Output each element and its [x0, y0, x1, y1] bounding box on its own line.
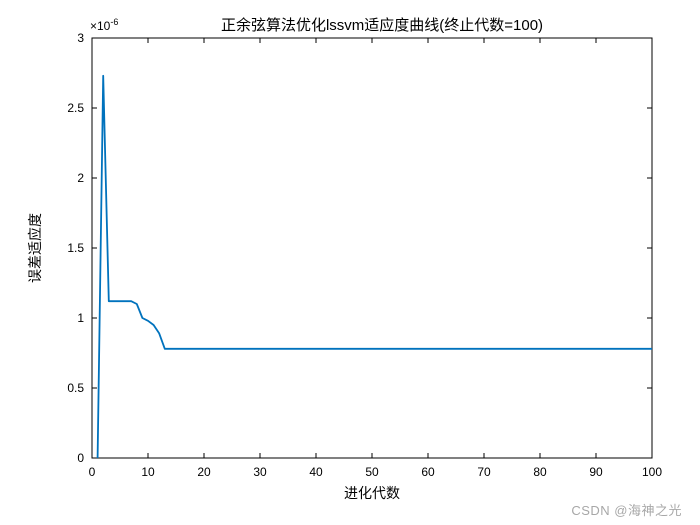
x-tick-label: 40 [309, 465, 323, 479]
x-tick-label: 20 [197, 465, 211, 479]
x-tick-label: 50 [365, 465, 379, 479]
x-axis-label: 进化代数 [344, 485, 400, 501]
y-tick-label: 2 [77, 171, 84, 185]
x-tick-label: 30 [253, 465, 267, 479]
watermark-text: CSDN @海神之光 [571, 500, 682, 519]
y-tick-label: 0 [77, 451, 84, 465]
x-tick-label: 100 [642, 465, 662, 479]
x-tick-label: 60 [421, 465, 435, 479]
plot-box [92, 38, 652, 458]
x-tick-label: 90 [589, 465, 603, 479]
y-tick-label: 2.5 [67, 101, 84, 115]
y-axis-label: 误差适应度 [27, 213, 43, 283]
fitness-curve-chart: 0 10 20 30 40 50 60 70 80 90 100 0 0.5 1 1.5 2 2.5 3 进化代数 误… [0, 0, 700, 525]
y-tick-label: 3 [77, 31, 84, 45]
x-tick-label: 70 [477, 465, 491, 479]
x-tick-label: 10 [141, 465, 155, 479]
x-tick-label: 0 [89, 465, 96, 479]
x-tick-label: 80 [533, 465, 547, 479]
y-tick-label: 1.5 [67, 241, 84, 255]
chart-title: 正余弦算法优化lssvm适应度曲线(终止代数=100) [221, 16, 543, 34]
y-tick-label: 1 [77, 311, 84, 325]
y-tick-label: 0.5 [67, 381, 84, 395]
